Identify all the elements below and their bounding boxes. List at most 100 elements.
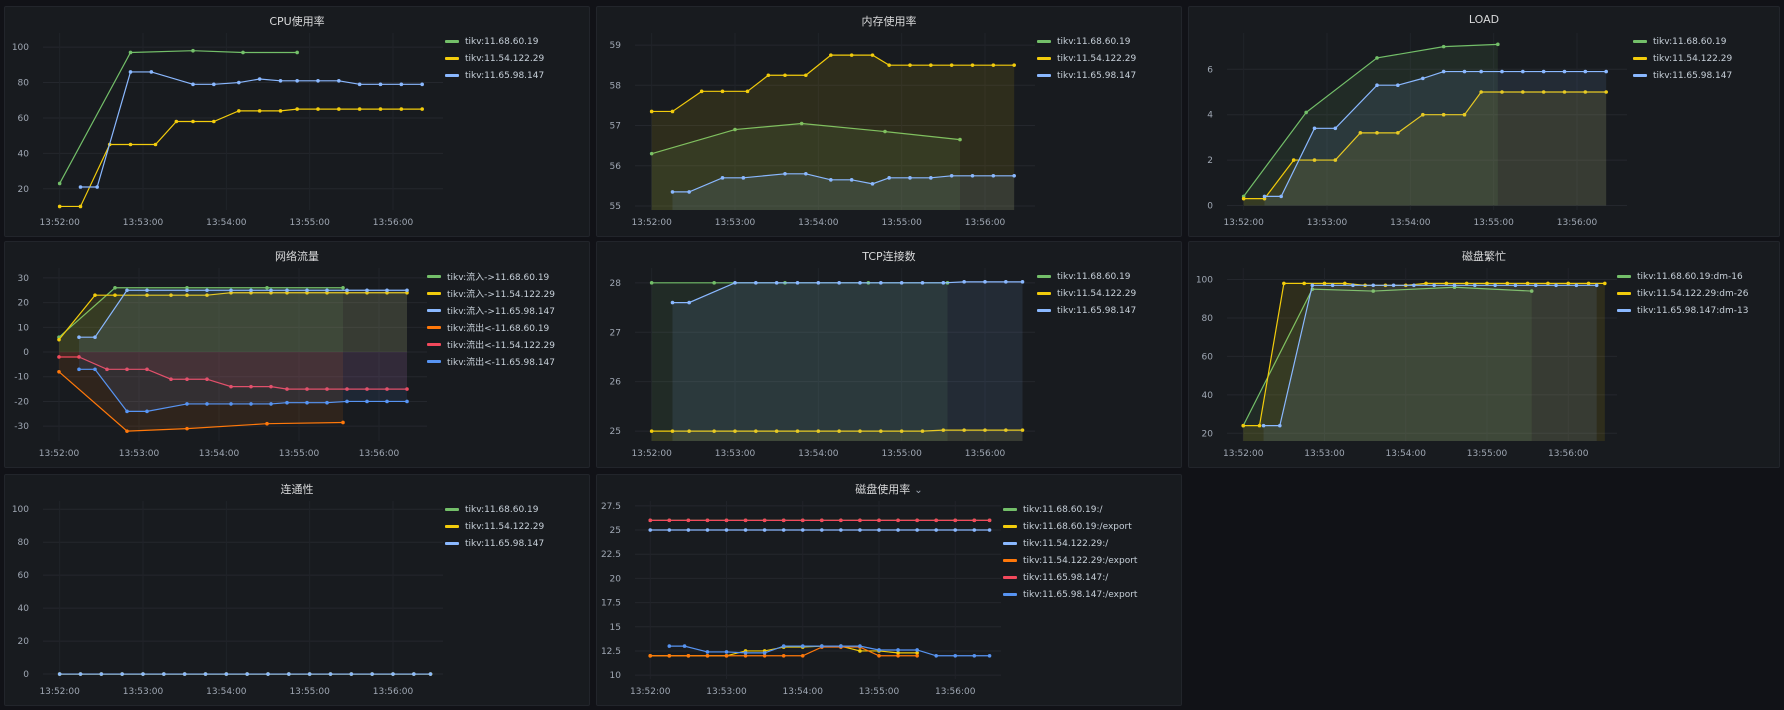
data-point[interactable] [781,518,786,523]
data-point[interactable] [1333,158,1338,162]
data-point[interactable] [920,281,925,285]
data-point[interactable] [1562,69,1567,74]
data-point[interactable] [720,176,725,180]
data-point[interactable] [762,653,767,658]
data-point[interactable] [145,293,149,297]
data-point[interactable] [896,648,900,652]
data-point[interactable] [941,428,946,432]
data-point[interactable] [405,399,409,404]
data-point[interactable] [879,429,883,433]
data-point[interactable] [125,367,129,372]
data-point[interactable] [385,387,389,391]
data-point[interactable] [1525,281,1530,286]
data-point[interactable] [1358,131,1363,135]
data-point[interactable] [837,281,841,285]
data-point[interactable] [385,288,389,293]
data-point[interactable] [325,288,329,293]
data-point[interactable] [883,129,887,134]
data-point[interactable] [249,402,253,406]
data-point[interactable] [305,290,309,295]
data-point[interactable] [174,119,179,124]
data-point[interactable] [224,672,229,676]
data-point[interactable] [1020,428,1025,432]
data-point[interactable] [816,429,821,433]
data-point[interactable] [1496,42,1500,47]
data-point[interactable] [649,109,654,114]
data-point[interactable] [420,82,424,87]
data-point[interactable] [896,653,900,658]
data-point[interactable] [191,119,195,124]
data-point[interactable] [95,185,99,189]
data-point[interactable] [687,190,691,194]
data-point[interactable] [712,429,716,433]
data-point[interactable] [670,300,675,305]
data-point[interactable] [877,648,881,652]
data-point[interactable] [1304,110,1308,115]
data-point[interactable] [405,288,409,293]
data-point[interactable] [896,528,900,532]
data-point[interactable] [887,63,891,67]
data-point[interactable] [1603,281,1607,286]
data-point[interactable] [934,518,938,523]
data-point[interactable] [858,644,862,648]
data-point[interactable] [57,370,61,374]
data-point[interactable] [962,428,966,432]
data-point[interactable] [125,409,129,414]
data-point[interactable] [972,518,977,523]
data-point[interactable] [972,653,977,658]
legend-item[interactable]: tikv:11.65.98.147 [445,67,544,84]
data-point[interactable] [1479,69,1483,74]
data-point[interactable] [128,50,133,55]
data-point[interactable] [781,653,786,658]
data-point[interactable] [266,672,270,676]
data-point[interactable] [153,142,158,147]
data-point[interactable] [391,672,395,676]
legend-item[interactable]: tikv:流出<-11.54.122.29 [427,336,555,353]
data-point[interactable] [105,367,109,372]
data-point[interactable] [686,518,691,523]
data-point[interactable] [1513,283,1518,288]
data-point[interactable] [896,651,900,655]
data-point[interactable] [1583,69,1588,74]
data-point[interactable] [257,109,262,113]
data-point[interactable] [93,293,97,297]
data-point[interactable] [1261,423,1266,428]
data-point[interactable] [1302,281,1306,286]
data-point[interactable] [1529,289,1534,293]
data-point[interactable] [762,518,767,523]
data-point[interactable] [987,528,992,532]
data-point[interactable] [1464,281,1469,286]
data-point[interactable] [1020,280,1025,284]
data-point[interactable] [1312,158,1317,162]
data-point[interactable] [145,367,149,372]
data-point[interactable] [399,82,404,87]
data-point[interactable] [1241,423,1246,428]
data-point[interactable] [908,176,912,180]
data-point[interactable] [365,399,369,404]
legend-item[interactable]: tikv:11.68.60.19 [1037,33,1136,50]
legend-item[interactable]: tikv:流入->11.68.60.19 [427,268,555,285]
data-point[interactable] [899,281,904,285]
data-point[interactable] [1441,44,1446,49]
data-point[interactable] [1521,69,1525,74]
data-point[interactable] [1004,428,1008,432]
data-point[interactable] [858,649,862,653]
data-point[interactable] [774,281,779,285]
data-point[interactable] [1412,283,1416,288]
data-point[interactable] [705,650,710,654]
data-point[interactable] [337,107,341,111]
data-point[interactable] [141,672,145,676]
data-point[interactable] [1371,289,1376,293]
data-point[interactable] [879,281,883,285]
data-point[interactable] [365,290,369,295]
data-point[interactable] [212,82,216,87]
data-point[interactable] [1004,280,1008,284]
data-point[interactable] [712,281,716,285]
data-point[interactable] [265,285,269,290]
data-point[interactable] [205,377,209,382]
data-point[interactable] [953,528,958,532]
legend-item[interactable]: tikv:流入->11.65.98.147 [427,302,555,319]
data-point[interactable] [983,428,987,432]
data-point[interactable] [113,293,117,297]
data-point[interactable] [1241,196,1246,201]
